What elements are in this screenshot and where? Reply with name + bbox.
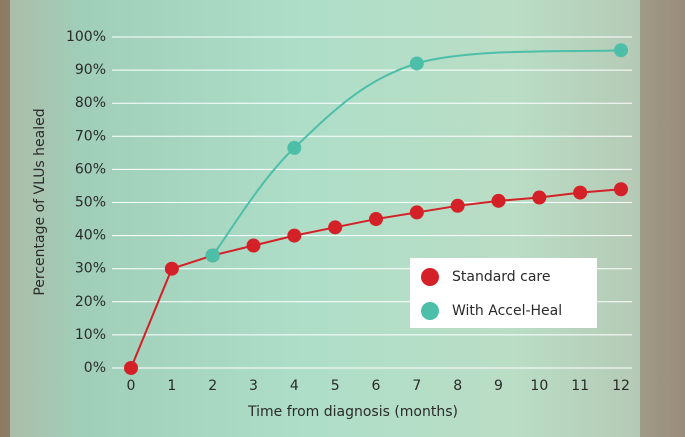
y-tick-label: 50% — [75, 195, 106, 211]
data-point — [573, 185, 588, 200]
legend-box — [410, 258, 597, 328]
data-point — [369, 212, 383, 227]
x-tick-label: 6 — [372, 378, 381, 394]
legend-swatch — [421, 268, 439, 286]
y-tick-label: 40% — [75, 228, 106, 244]
y-tick-label: 30% — [75, 261, 106, 277]
x-tick-label: 5 — [331, 378, 340, 394]
x-axis-label: Time from diagnosis (months) — [247, 404, 458, 420]
data-point — [124, 361, 138, 375]
legend-swatch — [421, 302, 439, 320]
data-point — [614, 182, 628, 197]
data-point — [328, 220, 343, 235]
data-point — [614, 43, 628, 58]
y-tick-label: 0% — [84, 360, 106, 376]
x-tick-label: 1 — [167, 378, 176, 394]
data-point — [409, 205, 424, 220]
y-tick-label: 70% — [75, 128, 106, 144]
x-tick-label: 4 — [290, 378, 299, 394]
series-line — [211, 49, 622, 257]
x-tick-label: 3 — [249, 378, 258, 394]
x-tick-label: 0 — [127, 378, 136, 394]
y-tick-label: 20% — [75, 294, 106, 310]
data-point — [532, 190, 547, 205]
x-tick-label: 8 — [453, 378, 462, 394]
x-tick-label: 9 — [494, 378, 503, 394]
data-point — [246, 238, 261, 253]
x-tick-label: 7 — [412, 378, 421, 394]
y-tick-label: 10% — [75, 327, 106, 343]
data-point — [287, 140, 302, 155]
legend-label: Standard care — [452, 269, 550, 285]
data-point — [205, 248, 220, 263]
x-tick-label: 10 — [530, 378, 548, 394]
data-point — [409, 56, 424, 71]
legend-label: With Accel-Heal — [452, 303, 562, 319]
y-axis-label: Percentage of VLUs healed — [32, 108, 48, 295]
data-point — [450, 198, 465, 213]
data-point — [491, 193, 506, 208]
y-tick-label: 90% — [75, 62, 106, 78]
data-point — [164, 261, 179, 276]
y-tick-label: 80% — [75, 95, 106, 111]
backdrop — [10, 0, 640, 437]
x-tick-label: 2 — [208, 378, 217, 394]
x-tick-label: 11 — [571, 378, 589, 394]
y-tick-label: 100% — [66, 29, 106, 45]
x-tick-label: 12 — [612, 378, 630, 394]
data-point — [287, 228, 302, 243]
y-tick-label: 60% — [75, 161, 106, 177]
